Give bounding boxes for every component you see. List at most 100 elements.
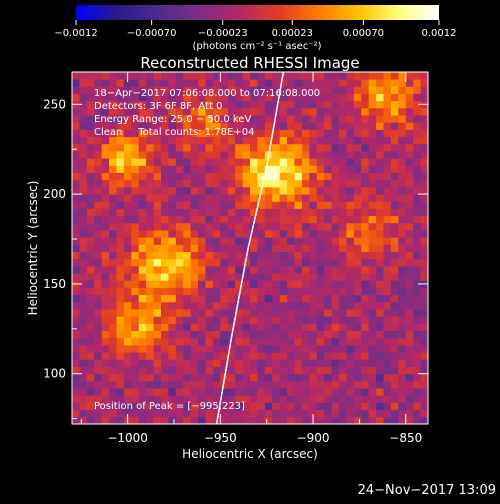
heatmap-cell [368, 416, 377, 424]
heatmap-cell [316, 409, 325, 418]
heatmap-cell [94, 330, 103, 339]
heatmap-cell [116, 337, 125, 346]
heatmap-cell [309, 352, 318, 360]
heatmap-cell [220, 237, 229, 245]
heatmap-cell [390, 194, 399, 202]
heatmap-cell [123, 143, 132, 152]
heatmap-cell [405, 280, 414, 288]
heatmap-cell [331, 344, 340, 353]
heatmap-cell [116, 352, 125, 360]
heatmap-cell [205, 165, 214, 173]
heatmap-cell [153, 416, 162, 424]
heatmap-cell [390, 316, 399, 324]
heatmap-cell [390, 136, 399, 145]
colorbar-tick-label-4: 0.00070 [343, 28, 384, 39]
heatmap-cell [72, 115, 80, 123]
heatmap-cell [131, 93, 140, 102]
heatmap-cell [405, 136, 414, 145]
heatmap-cell [250, 344, 258, 353]
heatmap-cell [198, 352, 206, 360]
heatmap-cell [131, 129, 140, 138]
heatmap-cell [227, 265, 236, 274]
heatmap-cell [361, 416, 370, 424]
heatmap-cell [279, 251, 288, 260]
heatmap-cell [368, 93, 377, 102]
heatmap-cell [94, 165, 103, 173]
heatmap-cell [250, 179, 258, 188]
heatmap-cell [316, 373, 325, 382]
heatmap-cell [183, 107, 192, 116]
heatmap-cell [86, 244, 95, 252]
heatmap-cell [250, 151, 258, 159]
heatmap-cell [272, 280, 281, 288]
heatmap-cell [131, 172, 140, 181]
heatmap-cell [175, 172, 184, 181]
heatmap-cell [316, 251, 325, 260]
heatmap-cell [190, 79, 199, 87]
heatmap-cell [146, 416, 154, 424]
heatmap-cell [294, 79, 303, 87]
heatmap-cell [294, 237, 303, 245]
heatmap-cell [190, 186, 199, 195]
heatmap-cell [205, 158, 214, 166]
heatmap-cell [227, 344, 236, 353]
heatmap-cell [376, 409, 384, 418]
heatmap-cell [339, 316, 347, 324]
heatmap-cell [413, 201, 421, 209]
heatmap-cell [79, 380, 88, 389]
heatmap-cell [257, 230, 266, 238]
heatmap-cell [257, 287, 266, 296]
heatmap-cell [264, 316, 273, 324]
heatmap-cell [212, 316, 221, 324]
heatmap-cell [324, 273, 332, 281]
heatmap-cell [264, 273, 273, 281]
heatmap-cell [220, 280, 229, 288]
heatmap-cell [168, 129, 177, 138]
heatmap-cell [175, 79, 184, 87]
heatmap-cell [183, 344, 192, 353]
heatmap-cell [405, 237, 414, 245]
heatmap-cell [227, 129, 236, 138]
heatmap-cell [316, 280, 325, 288]
heatmap-cell [109, 352, 117, 360]
heatmap-cell [376, 258, 384, 267]
heatmap-cell [390, 330, 399, 339]
heatmap-cell [205, 380, 214, 389]
heatmap-cell [123, 337, 132, 346]
heatmap-cell [294, 143, 303, 152]
heatmap-cell [339, 194, 347, 202]
heatmap-cell [339, 366, 347, 375]
heatmap-cell [153, 409, 162, 418]
heatmap-cell [420, 237, 428, 245]
heatmap-cell [383, 237, 392, 245]
heatmap-cell [205, 359, 214, 367]
heatmap-cell [368, 165, 377, 173]
heatmap-cell [390, 280, 399, 288]
heatmap-cell [101, 359, 110, 367]
heatmap-cell [390, 158, 399, 166]
heatmap-cell [220, 344, 229, 353]
heatmap-cell [168, 136, 177, 145]
heatmap-cell [220, 301, 229, 310]
heatmap-cell [72, 136, 80, 145]
heatmap-cell [250, 237, 258, 245]
heatmap-cell [368, 72, 377, 80]
heatmap-cell [235, 251, 243, 260]
heatmap-cell [175, 143, 184, 152]
heatmap-cell [316, 352, 325, 360]
heatmap-cell [272, 72, 281, 80]
heatmap-cell [294, 294, 303, 303]
heatmap-cell [376, 366, 384, 375]
heatmap-cell [383, 402, 392, 411]
heatmap-cell [413, 215, 421, 224]
heatmap-cell [301, 330, 310, 339]
heatmap-cell [109, 237, 117, 245]
heatmap-cell [220, 129, 229, 138]
heatmap-cell [212, 143, 221, 152]
heatmap-cell [368, 373, 377, 382]
heatmap-cell [301, 151, 310, 159]
heatmap-cell [94, 366, 103, 375]
heatmap-cell [175, 158, 184, 166]
heatmap-cell [79, 165, 88, 173]
heatmap-cell [339, 388, 347, 396]
